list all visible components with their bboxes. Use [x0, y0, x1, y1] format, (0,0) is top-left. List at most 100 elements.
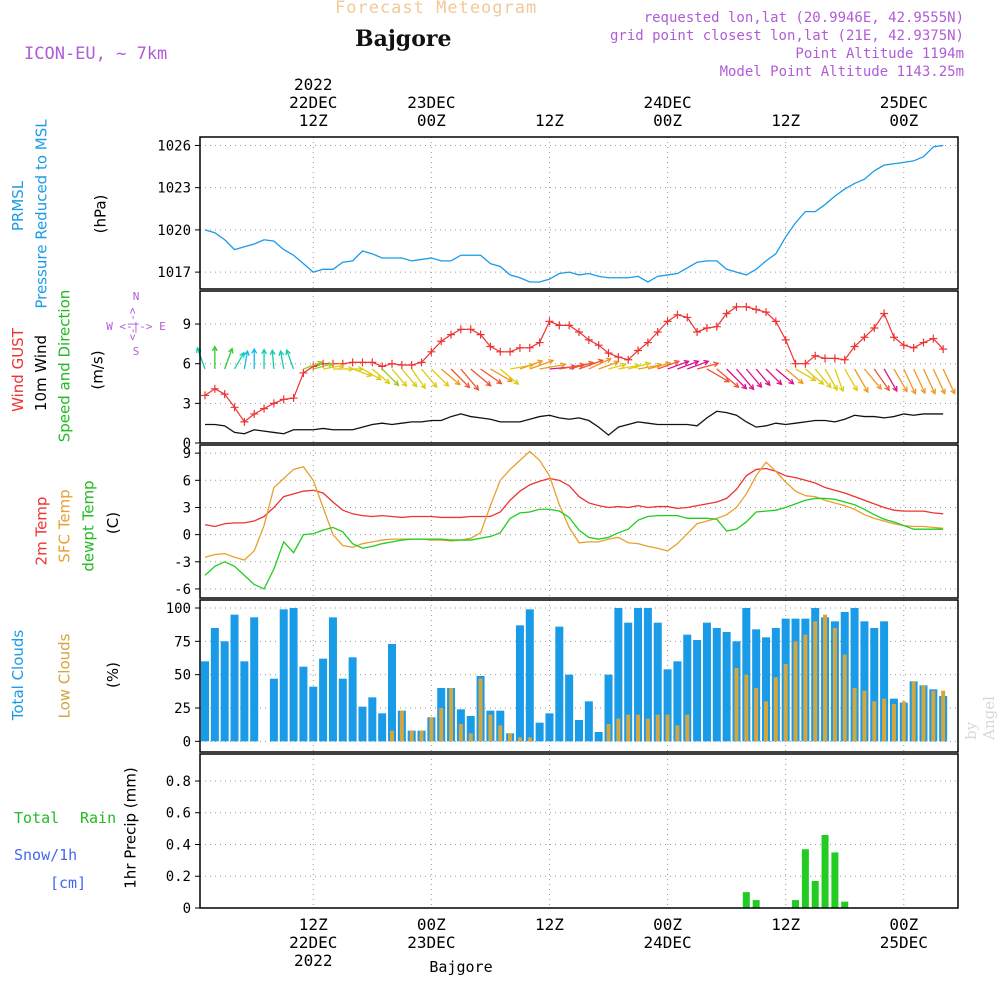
wind-arrowhead: [748, 384, 755, 391]
wind-direction-arrow: [401, 368, 418, 388]
y-tick-label: 50: [174, 668, 191, 684]
total-cloud-bar: [250, 617, 259, 742]
wind-arrowhead: [261, 348, 268, 355]
gust-marker: [771, 317, 780, 326]
y-tick-label: 1026: [157, 138, 191, 154]
total-cloud-bar: [515, 625, 524, 742]
bottom-time-label: 12Z: [771, 915, 800, 934]
total-cloud-bar: [643, 608, 652, 742]
gust-marker: [830, 354, 839, 363]
wind-arrowhead: [513, 379, 520, 386]
y-tick-label: 1017: [157, 265, 191, 281]
low-clouds-label: Low Clouds: [54, 633, 73, 719]
wind-direction-arrow: [765, 368, 782, 385]
total-cloud-bar: [535, 722, 544, 742]
y-tick-label: 6: [183, 357, 191, 373]
wind-arrowhead: [548, 359, 555, 365]
rain-bar: [792, 900, 800, 908]
total-cloud-bar: [319, 658, 328, 742]
gust-marker: [427, 347, 436, 356]
prmsl-line: [204, 144, 944, 283]
wind-direction-arrow: [352, 368, 372, 377]
gust-marker: [466, 325, 475, 334]
bottom-time-label: 24DEC: [643, 933, 691, 952]
wind-speed-direction-label: Speed and Direction: [54, 289, 73, 443]
low-cloud-bar: [754, 688, 759, 742]
wind-label: 10m Wind: [32, 334, 51, 412]
wind-direction-arrow: [519, 360, 543, 370]
total-cloud-bar: [279, 609, 288, 742]
gust-marker: [850, 342, 859, 351]
low-cloud-bar: [645, 718, 650, 742]
meteogram-title: Forecast Meteogram: [335, 0, 538, 18]
low-cloud-bar: [429, 717, 434, 742]
gust-marker: [880, 309, 889, 318]
wind-direction-arrow: [588, 358, 612, 370]
wind-arrowhead: [420, 383, 426, 390]
wind-arrowhead: [454, 379, 461, 386]
wind-direction-arrow: [903, 368, 916, 394]
gust-marker: [584, 335, 593, 344]
compass-south: S: [133, 345, 140, 358]
low-cloud-bar: [616, 718, 621, 742]
gust-marker: [348, 358, 357, 367]
gust-marker: [673, 310, 682, 319]
wind-arrowhead: [251, 347, 258, 354]
y-tick-label: 9: [183, 446, 191, 462]
wind-arrowhead: [496, 378, 503, 385]
bottom-time-label: 22DEC: [289, 933, 337, 952]
wind-direction-arrow: [932, 368, 946, 394]
wind-direction-arrow: [913, 368, 926, 394]
y-tick-label: 100: [166, 601, 191, 617]
wind-arrowhead: [892, 385, 898, 393]
wind-arrowhead: [764, 380, 771, 387]
total-cloud-bar: [860, 621, 869, 742]
gust-marker: [240, 417, 249, 426]
rain-bar: [742, 892, 750, 908]
low-cloud-bar: [626, 714, 631, 742]
wind-arrowhead: [741, 383, 748, 390]
wind-direction-arrow: [706, 368, 730, 383]
gust-marker: [781, 335, 790, 344]
temp-line-2m-temp: [204, 467, 944, 528]
panel-frame: [199, 136, 959, 290]
wind-direction-arrow: [450, 368, 470, 388]
wind-arrowhead: [910, 388, 917, 395]
prmsl-unit-label: (hPa): [90, 194, 109, 234]
y-tick-label: 1020: [157, 223, 191, 239]
gust-marker: [919, 338, 928, 347]
wind-arrowhead: [776, 379, 783, 386]
low-cloud-bar: [773, 677, 778, 742]
total-cloud-bar: [693, 640, 702, 742]
wind-direction-arrow: [608, 363, 626, 370]
wind-direction-arrow: [854, 368, 869, 393]
wind-arrowhead: [810, 375, 817, 382]
total-clouds-label: Total Clouds: [9, 629, 28, 721]
wind-arrowhead: [327, 361, 334, 368]
gust-marker: [269, 399, 278, 408]
gust-marker: [575, 327, 583, 336]
wind-arrowhead: [693, 359, 700, 366]
precip-axis-label: 1hr Precip (mm): [121, 767, 140, 889]
total-cloud-bar: [752, 629, 761, 742]
wind-arrowhead: [411, 381, 418, 388]
total-cloud-bar: [358, 706, 367, 742]
gust-marker: [388, 359, 396, 368]
gust-marker: [289, 394, 298, 403]
total-cloud-bar: [614, 608, 623, 742]
bottom-time-label: 25DEC: [880, 933, 928, 952]
low-cloud-bar: [439, 708, 444, 742]
wind-arrowhead: [852, 385, 858, 392]
gust-marker: [456, 325, 465, 334]
low-cloud-bar: [783, 664, 788, 742]
gust-marker: [220, 390, 229, 399]
wind-arrowhead: [464, 382, 471, 389]
gust-marker: [840, 355, 849, 364]
total-cloud-bar: [289, 608, 298, 742]
gust-marker: [683, 313, 692, 322]
compass-col: <-|->: [126, 307, 139, 340]
y-tick-label: 0.2: [166, 869, 191, 885]
prmsl-desc-label: Pressure Reduced to MSL: [32, 119, 51, 309]
y-tick-label: -6: [174, 582, 191, 598]
wind-arrowhead: [902, 386, 908, 393]
